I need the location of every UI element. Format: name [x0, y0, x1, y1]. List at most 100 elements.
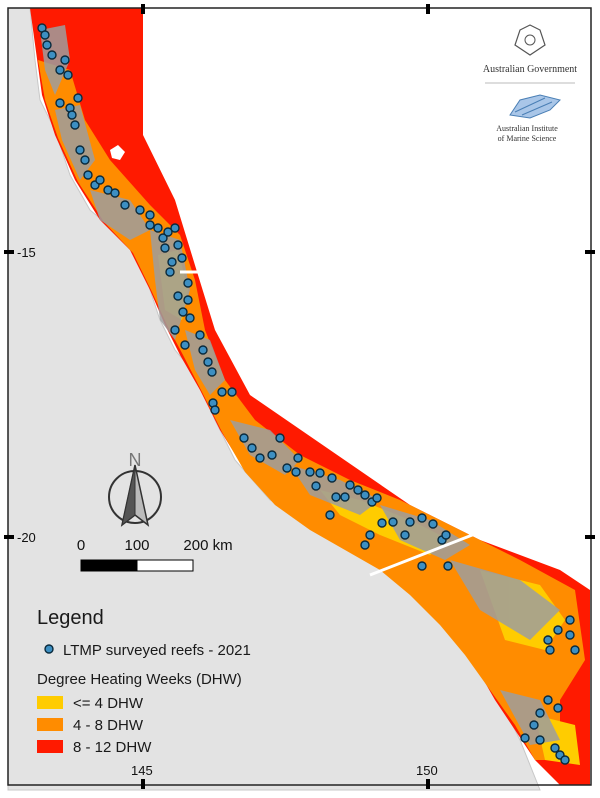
survey-point — [327, 473, 337, 483]
legend-class-label: 4 - 8 DHW — [73, 717, 144, 734]
survey-point — [110, 188, 120, 198]
survey-point — [535, 708, 545, 718]
survey-point — [158, 233, 168, 243]
survey-point — [529, 720, 539, 730]
survey-point — [207, 367, 217, 377]
survey-point — [400, 530, 410, 540]
government-logo-text: Australian Government — [483, 64, 577, 75]
survey-point — [353, 485, 363, 495]
dhw-zone-orange — [38, 60, 585, 760]
survey-point — [170, 325, 180, 335]
legend-point-symbol — [44, 644, 54, 654]
survey-point — [67, 110, 77, 120]
survey-point — [178, 307, 188, 317]
survey-point — [267, 450, 277, 460]
survey-point — [60, 55, 70, 65]
survey-point — [305, 467, 315, 477]
legend-points-label: LTMP surveyed reefs - 2021 — [63, 642, 251, 659]
map-legend: Legend LTMP surveyed reefs - 2021 Degree… — [37, 607, 251, 756]
north-arrow-label: N — [129, 450, 142, 470]
survey-point — [177, 253, 187, 263]
survey-point — [210, 405, 220, 415]
government-logo: Australian Government — [483, 24, 577, 75]
survey-point — [239, 433, 249, 443]
survey-point — [47, 50, 57, 60]
survey-point — [405, 517, 415, 527]
survey-point — [360, 540, 370, 550]
survey-points — [37, 23, 580, 765]
survey-point — [40, 30, 50, 40]
survey-point — [417, 513, 427, 523]
survey-point — [388, 517, 398, 527]
survey-point — [543, 695, 553, 705]
survey-point — [311, 481, 321, 491]
legend-swatch-mid — [37, 718, 63, 731]
survey-point — [145, 220, 155, 230]
graticule-ticks — [4, 4, 595, 789]
survey-point — [217, 387, 227, 397]
survey-point — [325, 510, 335, 520]
survey-point — [183, 278, 193, 288]
survey-point — [543, 635, 553, 645]
survey-point — [203, 357, 213, 367]
survey-point — [163, 227, 173, 237]
survey-point — [73, 93, 83, 103]
survey-point — [377, 518, 387, 528]
survey-point — [183, 295, 193, 305]
survey-point — [247, 443, 257, 453]
survey-point — [75, 145, 85, 155]
cloud-gap — [110, 145, 125, 160]
survey-point — [180, 340, 190, 350]
survey-point — [340, 492, 350, 502]
survey-point — [185, 313, 195, 323]
survey-point — [520, 733, 530, 743]
survey-point — [195, 330, 205, 340]
survey-point — [42, 40, 52, 50]
legend-swatch-high — [37, 740, 63, 753]
aims-logo-line1: Australian Institute — [496, 124, 558, 133]
survey-point — [80, 155, 90, 165]
aims-logo: Australian Institute of Marine Science — [496, 94, 561, 143]
survey-point — [417, 561, 427, 571]
survey-point — [345, 480, 355, 490]
survey-point — [570, 645, 580, 655]
survey-point — [441, 530, 451, 540]
survey-point — [120, 200, 130, 210]
survey-point — [135, 205, 145, 215]
survey-point — [70, 120, 80, 130]
survey-point — [63, 70, 73, 80]
lon-label: 150 — [416, 763, 438, 778]
survey-point — [173, 240, 183, 250]
survey-point — [565, 615, 575, 625]
survey-point — [553, 625, 563, 635]
survey-point — [198, 345, 208, 355]
scale-bar: 0 100 200 km — [77, 537, 233, 572]
legend-class-label: <= 4 DHW — [73, 695, 144, 712]
survey-point — [545, 645, 555, 655]
survey-point — [227, 387, 237, 397]
survey-point — [55, 65, 65, 75]
survey-point — [55, 98, 65, 108]
survey-point — [560, 755, 570, 765]
scale-label: 200 km — [183, 537, 232, 554]
survey-point — [160, 243, 170, 253]
survey-point — [553, 703, 563, 713]
survey-point — [365, 530, 375, 540]
survey-point — [331, 492, 341, 502]
scale-label: 0 — [77, 537, 85, 554]
scale-label: 100 — [124, 537, 149, 554]
survey-point — [95, 175, 105, 185]
survey-point — [165, 267, 175, 277]
legend-title: Legend — [37, 607, 104, 629]
survey-point — [535, 735, 545, 745]
lat-label: -20 — [17, 530, 36, 545]
survey-point — [443, 561, 453, 571]
survey-point — [145, 210, 155, 220]
legend-dhw-title: Degree Heating Weeks (DHW) — [37, 671, 242, 688]
zone-gap-line — [369, 528, 486, 577]
survey-point — [565, 630, 575, 640]
survey-point — [550, 743, 560, 753]
survey-point — [372, 493, 382, 503]
